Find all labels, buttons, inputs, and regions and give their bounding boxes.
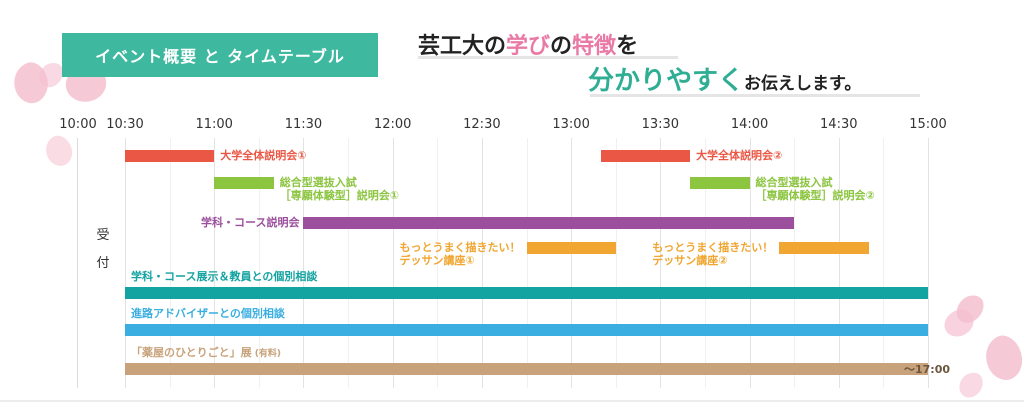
time-label: 10:30	[106, 117, 144, 132]
event-bar	[125, 363, 928, 375]
gridline	[527, 138, 528, 388]
event-bar	[690, 177, 750, 189]
gridline	[393, 138, 394, 388]
axis-line	[77, 138, 78, 388]
event-label: 「薬屋のひとりごと」展 (有料)	[131, 346, 282, 359]
event-label: 学科・コース説明会	[201, 216, 300, 229]
event-bar	[125, 287, 928, 299]
time-label: 14:00	[730, 117, 769, 132]
gridline	[259, 138, 260, 388]
gridline	[616, 138, 617, 388]
headline-line1: 芸工大の学びの特徴を	[418, 28, 638, 60]
gridline	[660, 138, 661, 388]
event-label-line: ［専願体験型］説明会①	[279, 189, 400, 202]
gridline	[214, 138, 215, 388]
time-label: 11:00	[195, 117, 233, 132]
bottom-divider	[0, 400, 1024, 402]
event-label-line: デッサン講座②	[652, 254, 728, 267]
event-bar	[779, 242, 869, 254]
time-label: 11:30	[284, 117, 323, 132]
event-label: 学科・コース展示＆教員との個別相談	[131, 270, 318, 283]
event-note: (有料)	[251, 349, 282, 359]
event-label-line: デッサン講座①	[399, 254, 475, 267]
event-bar	[125, 150, 215, 162]
headline-underline	[418, 56, 678, 59]
headline-part: お伝えします。	[744, 74, 862, 94]
headline-line2: 分かりやすくお伝えします。	[588, 60, 861, 97]
event-end-label: ～17:00	[904, 363, 951, 376]
headline-underline	[590, 94, 920, 97]
gridline	[571, 138, 572, 388]
gridline	[750, 138, 751, 388]
gridline	[437, 138, 438, 388]
headline-accent: 分かりやすく	[588, 66, 745, 96]
reception-label: 受 付	[96, 222, 110, 278]
gridline	[170, 138, 171, 388]
headline-part: を	[616, 34, 639, 59]
event-label: 進路アドバイザーとの個別相談	[131, 307, 285, 320]
petal-decoration	[956, 369, 986, 401]
petal-decoration	[978, 330, 1024, 386]
time-label: 13:30	[641, 117, 680, 132]
gridline	[303, 138, 304, 388]
headline-part: 芸工大の	[418, 34, 507, 59]
reception-char: 受	[96, 228, 110, 243]
gridline	[839, 138, 840, 388]
time-label: 14:30	[820, 117, 858, 132]
time-label: 15:00	[909, 117, 947, 132]
event-label-line: 総合型選抜入試	[279, 176, 357, 189]
event-label: 総合型選抜入試 ［専願体験型］説明会②	[756, 176, 875, 202]
time-label: 12:00	[373, 117, 412, 132]
gridline	[348, 138, 349, 388]
event-bar	[214, 177, 274, 189]
time-label: 13:00	[552, 117, 590, 132]
event-label: もっとうまく描きたい！ デッサン講座①	[400, 241, 521, 267]
headline-accent: 学び	[506, 34, 551, 59]
gridline	[482, 138, 483, 388]
event-label-line: 総合型選抜入試	[755, 176, 833, 189]
time-label: 12:30	[463, 117, 501, 132]
gridline	[928, 138, 929, 388]
event-bar	[303, 217, 795, 229]
event-bar	[125, 324, 928, 336]
event-label-line: もっとうまく描きたい！	[652, 241, 774, 254]
gridline	[125, 138, 126, 388]
gridline	[883, 138, 884, 388]
event-label: もっとうまく描きたい！ デッサン講座②	[652, 241, 773, 267]
time-label: 10:00	[59, 117, 97, 132]
event-label-line: もっとうまく描きたい！	[399, 241, 521, 254]
gridline	[705, 138, 706, 388]
event-bar	[526, 242, 616, 254]
headline-accent: 特徴	[572, 34, 617, 59]
event-label: 大学全体説明会②	[696, 149, 783, 162]
petal-decoration	[39, 131, 79, 171]
gridline	[794, 138, 795, 388]
event-label: 大学全体説明会①	[220, 149, 307, 162]
event-bar	[600, 150, 691, 162]
reception-char: 付	[96, 256, 110, 271]
headline-part: の	[550, 34, 573, 59]
section-badge: イベント概要 と タイムテーブル	[62, 33, 378, 77]
event-label: 総合型選抜入試 ［専願体験型］説明会①	[280, 176, 399, 202]
event-label-line: ［専願体験型］説明会②	[755, 189, 875, 202]
